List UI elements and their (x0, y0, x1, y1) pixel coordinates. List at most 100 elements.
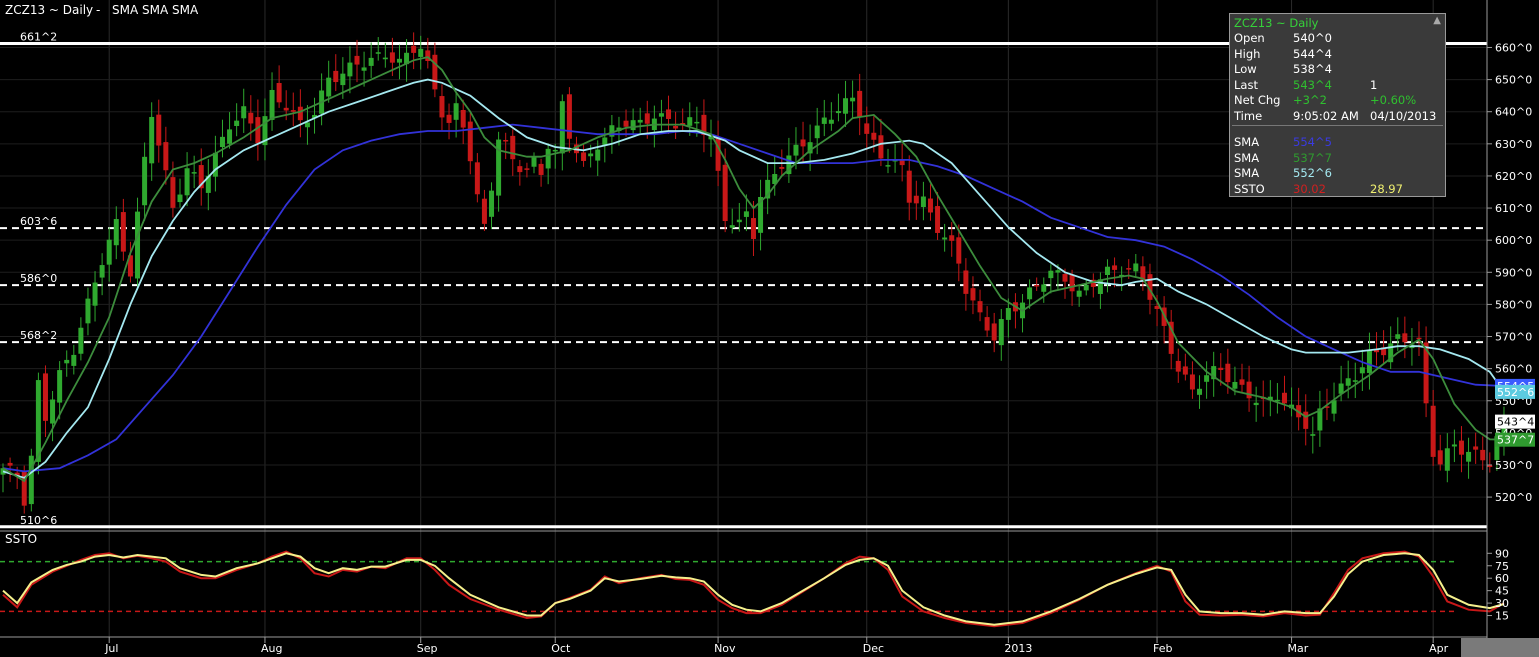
candle-body (1218, 367, 1224, 370)
candle-body (765, 179, 771, 199)
candle-body (850, 97, 856, 102)
candle-body (963, 270, 969, 294)
candle-body (7, 462, 13, 466)
price-tick-label: 630^0 (1495, 138, 1532, 151)
candle-body (354, 55, 360, 65)
candle-body (743, 211, 749, 217)
candle-body (977, 301, 983, 313)
candle-body (212, 152, 218, 177)
study-row-value: 552^6 (1293, 166, 1332, 180)
axis-price-marker-label: 552^6 (1497, 386, 1534, 399)
ssto-tick-label: 90 (1495, 547, 1509, 560)
candle-body (1338, 383, 1344, 394)
candle-body (1197, 388, 1203, 395)
candle-body (843, 98, 849, 114)
candle-body (956, 237, 962, 264)
candle-body (460, 110, 466, 128)
candle-body (1310, 434, 1316, 436)
candle-body (1062, 274, 1068, 282)
candle-body (1487, 465, 1493, 468)
candle-body (1458, 440, 1464, 455)
candle-body (474, 162, 480, 195)
candle-body (432, 54, 438, 90)
candle-body (750, 218, 756, 239)
candle-body (609, 125, 615, 137)
candle-body (496, 139, 502, 196)
candle-body (290, 110, 296, 112)
candle-body (191, 172, 197, 174)
ssto-tick-label: 60 (1495, 572, 1509, 585)
ssto-tick-label: 45 (1495, 585, 1509, 598)
x-tick-label: 2013 (1004, 642, 1032, 655)
candle-body (510, 135, 516, 160)
candle-body (637, 119, 643, 123)
quote-box[interactable]: ZCZ13 ~ Daily ▲ Open 540^0 High 544^4 Low 538… (1229, 13, 1446, 197)
price-level-label: 568^2 (20, 329, 57, 342)
chart-title-symbol: ZCZ13 ~ Daily (5, 3, 93, 17)
sma-lines (2, 56, 1505, 483)
candle-body (906, 170, 912, 203)
candle-body (198, 165, 204, 189)
candle-body (857, 90, 863, 118)
study-row-label: SSTO (1234, 181, 1265, 196)
candle-body (772, 174, 778, 185)
quote-row-label: Low (1234, 62, 1257, 76)
candle-body (998, 319, 1004, 346)
candle-body (1281, 392, 1287, 404)
candle-body (1090, 279, 1096, 287)
quote-box-title: ZCZ13 ~ Daily (1234, 16, 1319, 30)
quote-row-value-2: 1 (1370, 77, 1378, 92)
candle-body (262, 116, 268, 146)
candle-body (1317, 408, 1323, 431)
candle-body (1402, 333, 1408, 343)
candle-body (1168, 321, 1174, 354)
candle-body (1430, 405, 1436, 457)
price-tick-label: 600^0 (1495, 234, 1532, 247)
price-level-label: 586^0 (20, 272, 57, 285)
candle-body (368, 57, 374, 66)
candle-body (1133, 263, 1139, 272)
axis-price-marker-label: 543^4 (1497, 416, 1534, 429)
x-tick-label: Aug (261, 642, 282, 655)
chart-title-studies: SMA SMA SMA (112, 3, 199, 17)
candle-body (800, 139, 806, 147)
axis-price-marker (1495, 414, 1535, 429)
study-row-label: SMA (1234, 166, 1260, 180)
axis-price-marker (1495, 432, 1535, 447)
candle-body (602, 137, 608, 145)
candle-body (241, 106, 247, 119)
candle-body (807, 142, 813, 154)
candle-body (28, 455, 34, 505)
price-tick-label: 580^0 (1495, 298, 1532, 311)
candle-body (1451, 444, 1457, 447)
candle-body (821, 117, 827, 124)
candle-body (1331, 400, 1337, 414)
candle-body (1494, 436, 1500, 460)
price-tick-label: 610^0 (1495, 202, 1532, 215)
x-tick-label: Jul (104, 642, 118, 655)
candle-body (425, 50, 431, 61)
candle-body (1366, 350, 1372, 373)
ssto-line-ssto_k (2, 550, 1505, 628)
quote-separator (1232, 125, 1443, 126)
close-icon[interactable]: ▲ (1433, 15, 1441, 26)
candle-body (942, 237, 948, 240)
candle-body (404, 52, 410, 65)
candle-body (135, 211, 141, 279)
study-row-value-2: 28.97 (1370, 181, 1403, 196)
quote-row-label: Open (1234, 31, 1265, 45)
candle-body (1182, 366, 1188, 375)
candle-body (701, 114, 707, 136)
candle-body (227, 129, 233, 144)
candle-body (885, 165, 891, 167)
candle-body (85, 298, 91, 324)
price-level-label: 661^2 (20, 30, 57, 43)
candle-body (1189, 374, 1195, 390)
candle-body (1097, 279, 1103, 294)
candle-body (1034, 284, 1040, 287)
candle-body (864, 123, 870, 134)
candle-body (878, 135, 884, 159)
candle-body (927, 198, 933, 213)
candle-body (446, 114, 452, 123)
